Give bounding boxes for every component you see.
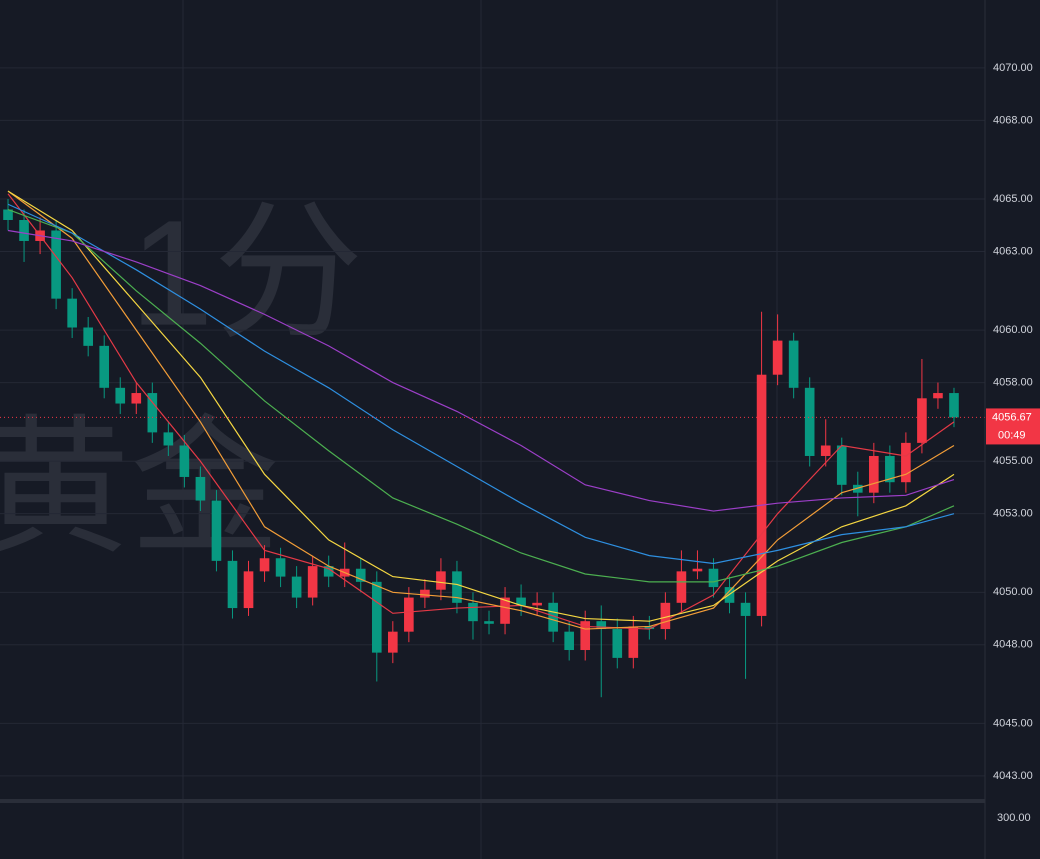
y-tick-label: 4058.00 bbox=[993, 376, 1033, 388]
candle-body bbox=[19, 219, 29, 241]
candle-body bbox=[676, 571, 687, 603]
candle-body bbox=[147, 393, 158, 433]
candle-body bbox=[211, 500, 222, 561]
candle-body bbox=[772, 340, 783, 375]
moving-average bbox=[7, 208, 955, 583]
y-tick-label: 4068.00 bbox=[993, 114, 1033, 126]
candle-body bbox=[131, 393, 142, 404]
candle-body bbox=[580, 621, 591, 651]
moving-average bbox=[7, 229, 955, 512]
watermark: 1分 bbox=[130, 189, 363, 357]
candle-body bbox=[949, 393, 959, 418]
volume-tick-label: 300.00 bbox=[997, 812, 1031, 824]
candle-body bbox=[404, 597, 414, 632]
candle-body bbox=[836, 445, 847, 485]
candle-body bbox=[195, 476, 206, 501]
candle-body bbox=[612, 629, 623, 658]
y-tick-label: 4070.00 bbox=[993, 62, 1033, 74]
candle-body bbox=[388, 631, 398, 653]
candle-body bbox=[420, 589, 430, 598]
y-tick-label: 4045.00 bbox=[993, 717, 1033, 729]
candle-body bbox=[67, 298, 77, 328]
candle-body bbox=[852, 484, 863, 493]
candle-body bbox=[452, 571, 462, 603]
candle-body bbox=[371, 581, 382, 653]
candle-body bbox=[275, 558, 286, 577]
candle-body bbox=[660, 602, 671, 630]
candle-body bbox=[163, 432, 174, 446]
y-axis: 4070.00 4068.00 4065.00 4063.00 4060.00 4058.… bbox=[986, 62, 1040, 782]
candle-body bbox=[628, 626, 639, 658]
candle-body bbox=[644, 626, 655, 630]
y-tick-label: 4048.00 bbox=[993, 639, 1033, 651]
y-tick-label: 4050.00 bbox=[993, 586, 1033, 598]
candle-body bbox=[468, 602, 478, 622]
candle-body bbox=[917, 398, 927, 443]
pane-separator bbox=[0, 799, 985, 803]
y-tick-label: 4053.00 bbox=[993, 508, 1033, 520]
candle-body bbox=[115, 387, 126, 404]
candle-body bbox=[885, 455, 895, 483]
candle-body bbox=[804, 387, 815, 456]
candle-body bbox=[596, 621, 607, 630]
candle-body bbox=[516, 597, 526, 606]
candle-body bbox=[869, 455, 879, 493]
candle-body bbox=[291, 576, 302, 598]
candle-body bbox=[740, 602, 751, 616]
candle-body bbox=[933, 393, 943, 399]
last-price-box bbox=[986, 408, 1040, 445]
candle-body bbox=[83, 327, 93, 346]
moving-average bbox=[7, 190, 955, 630]
candle-body bbox=[436, 571, 446, 590]
candle-body bbox=[323, 566, 334, 577]
last-price-label: 4056.67 bbox=[992, 411, 1032, 423]
y-tick-label: 4060.00 bbox=[993, 324, 1033, 336]
candle-body bbox=[227, 560, 238, 609]
moving-average bbox=[7, 190, 955, 622]
candle-body bbox=[820, 445, 831, 456]
countdown-label: 00:49 bbox=[998, 429, 1026, 441]
candle-body bbox=[51, 230, 61, 299]
candle-body bbox=[307, 566, 318, 598]
candle-body bbox=[243, 571, 254, 609]
y-tick-label: 4055.00 bbox=[993, 455, 1033, 467]
candle-body bbox=[708, 568, 719, 588]
candle-body bbox=[788, 340, 799, 388]
candle-body bbox=[756, 374, 767, 616]
moving-average bbox=[7, 203, 955, 565]
candle-body bbox=[259, 558, 270, 572]
candle-body bbox=[564, 631, 574, 651]
candle-body bbox=[901, 442, 911, 483]
candle-body bbox=[484, 621, 494, 624]
candle-body bbox=[99, 345, 110, 388]
plot bbox=[0, 190, 985, 698]
candle-body bbox=[500, 597, 510, 624]
candle-body bbox=[3, 209, 13, 220]
y-tick-label: 4063.00 bbox=[993, 245, 1033, 257]
y-tick-label: 4043.00 bbox=[993, 770, 1033, 782]
candle-body bbox=[179, 445, 190, 477]
candle-body bbox=[692, 568, 703, 572]
y-tick-label: 4065.00 bbox=[993, 193, 1033, 205]
grid bbox=[0, 67, 985, 777]
watermark: 黄金 bbox=[0, 404, 280, 572]
candle-body bbox=[355, 568, 366, 582]
candle-body bbox=[532, 602, 542, 606]
candle-body bbox=[548, 602, 558, 632]
moving-average bbox=[7, 193, 955, 630]
